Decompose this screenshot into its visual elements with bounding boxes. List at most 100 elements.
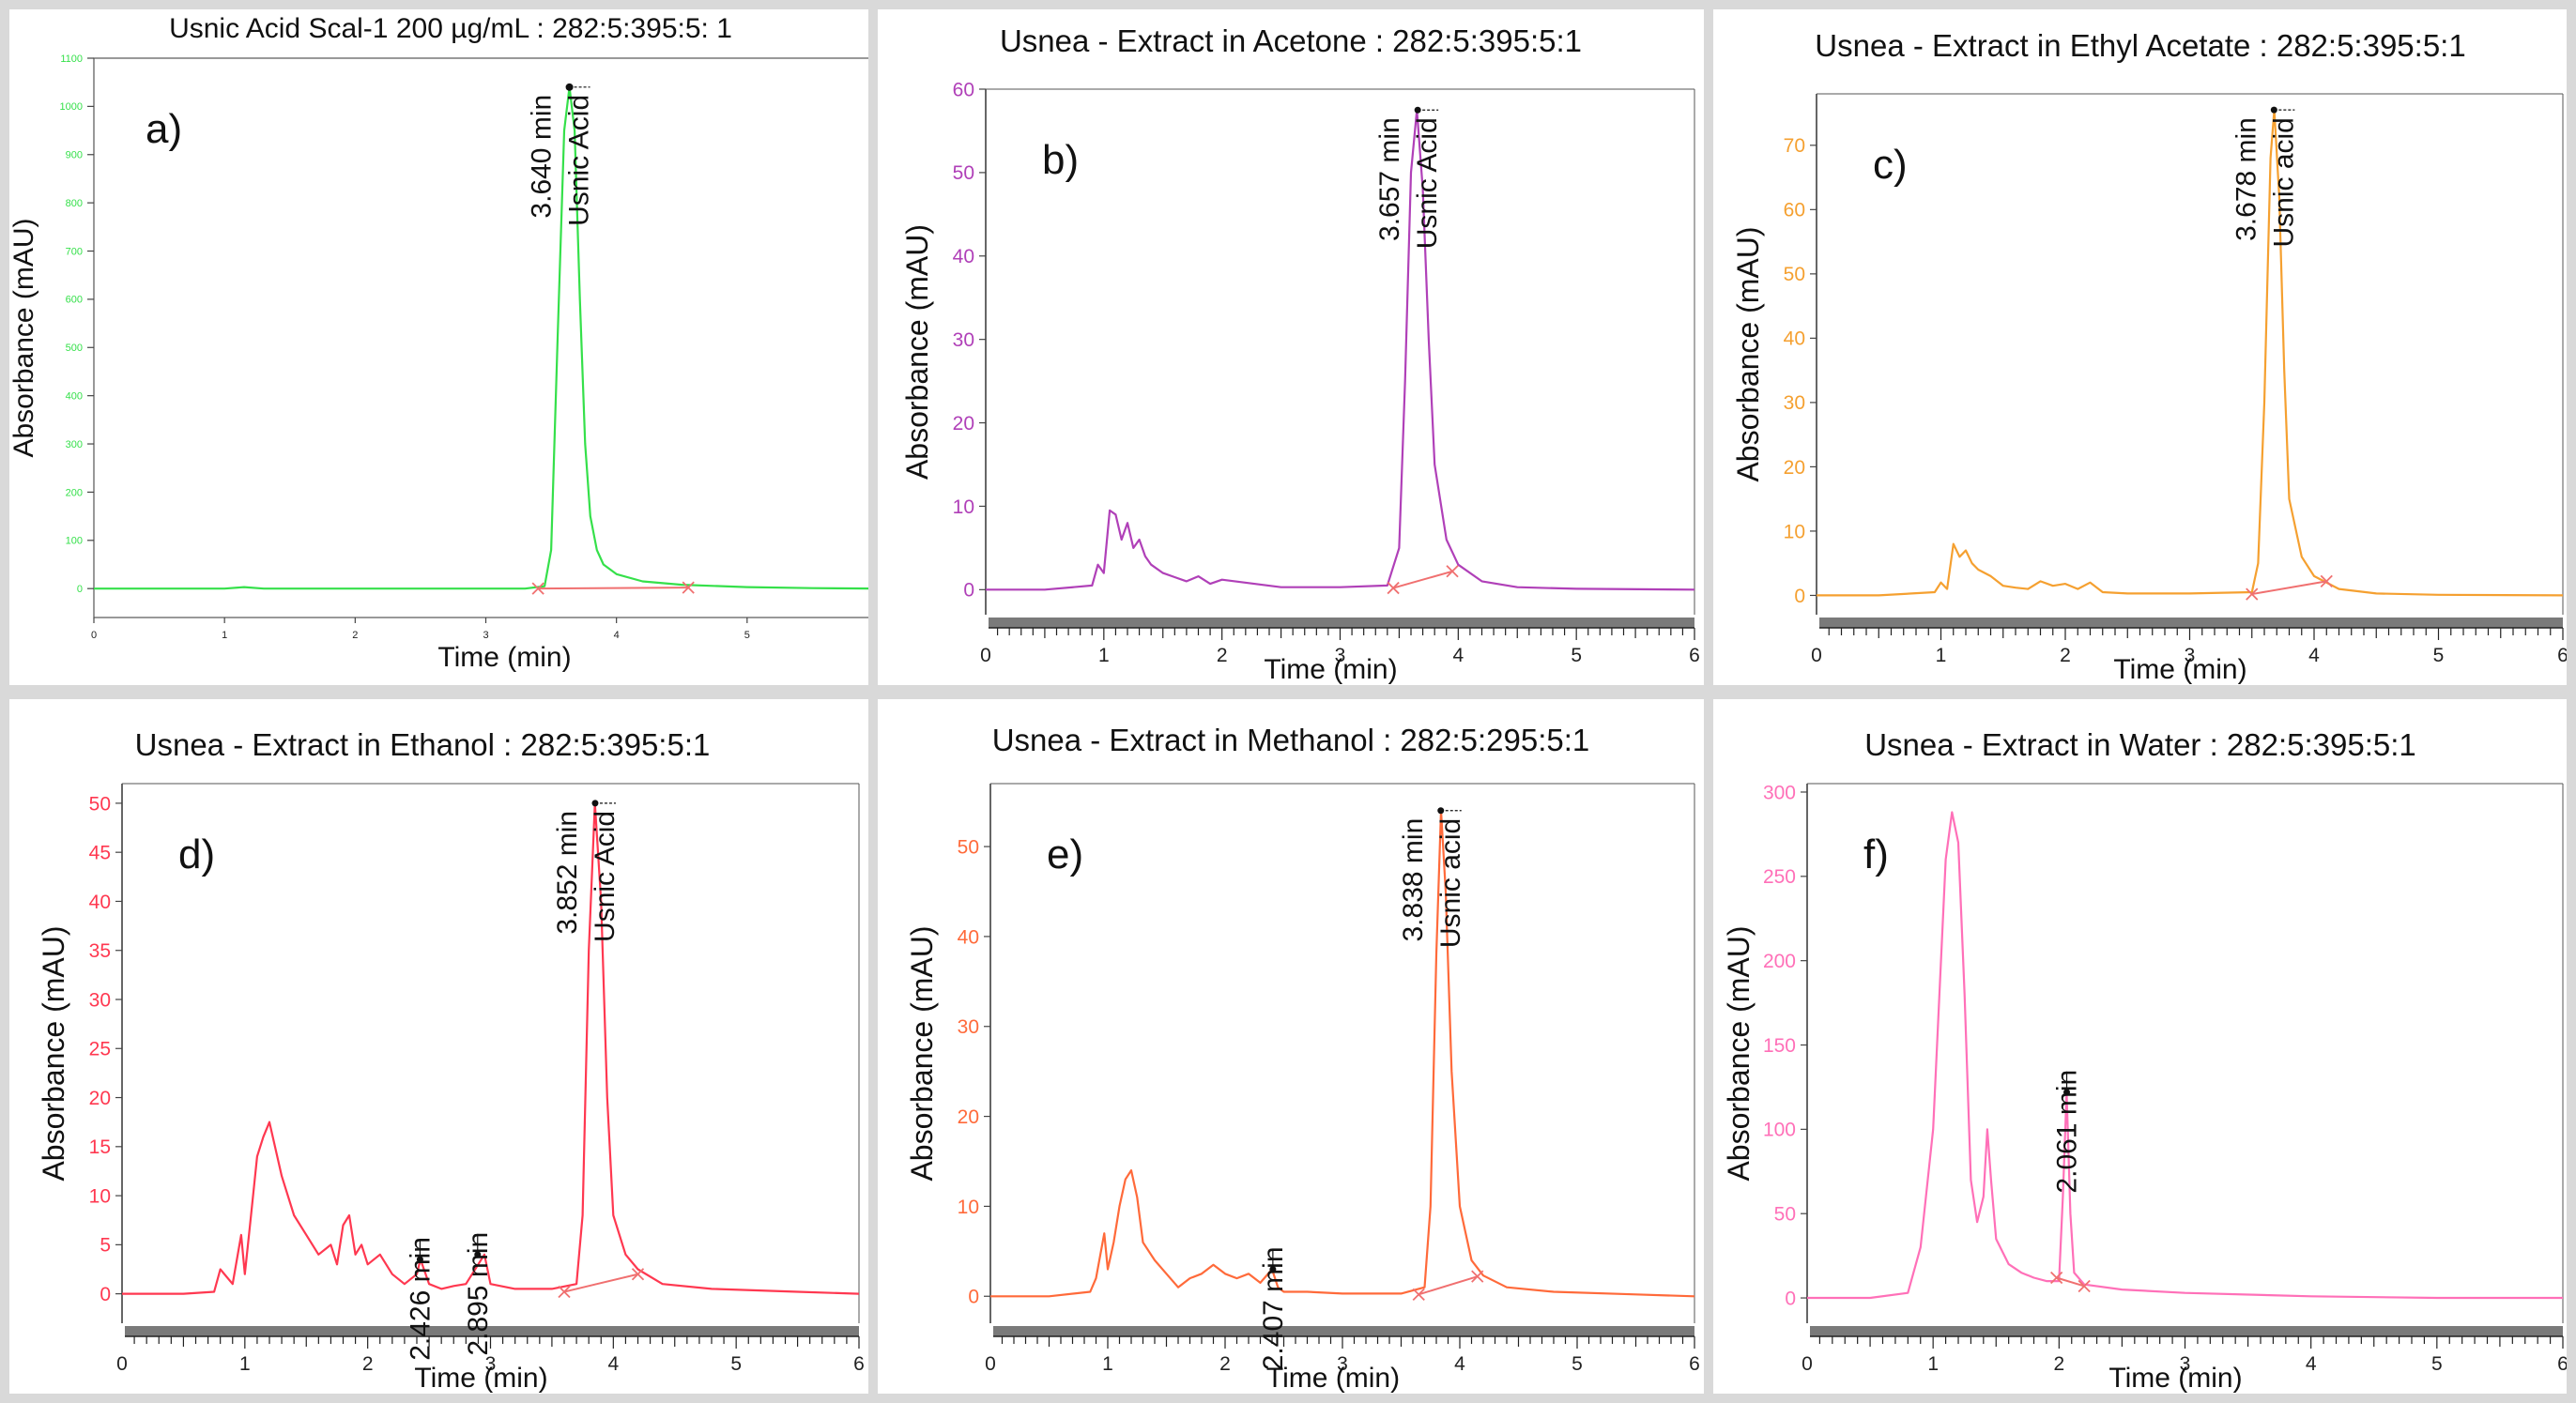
chart-e-integration-marker [1471,1270,1484,1283]
chart-c-x-tick-label: 0 [1811,645,1822,666]
chart-d-integration-baseline [563,1273,638,1293]
chart-e-peak-time-label: 3.838 min [1398,818,1429,942]
chart-b-y-label: Absorbance (mAU) [900,224,934,480]
chart-e-x-axis-band [993,1326,1694,1336]
chart-b-y-tick-label: 20 [953,413,974,435]
chart-c-x-tick-label: 2 [2060,645,2071,666]
chart-b-peak-name-label: Usnic Acid [1412,117,1443,249]
chart-c-y-tick-label: 10 [1784,521,1805,542]
chart-b-y-tick-label: 0 [963,580,974,602]
panel-a: Usnic Acid Scal-1 200 µg/mL : 282:5:395:… [9,9,868,685]
panel-c: Usnea - Extract in Ethyl Acetate : 282:5… [1713,9,2567,685]
chart-a-y-tick-label: 900 [66,150,83,161]
chart-d-x-tick-label: 3 [485,1353,497,1375]
chart-d-series-line [122,801,860,1295]
chart-d-peak-time-label: 2.426 min [405,1237,436,1361]
chart-f-integration-marker [2078,1279,2091,1293]
chart-a-x-tick-label: 3 [483,630,488,641]
chart-c-x-tick-label: 5 [2433,645,2445,666]
chart-a-series-line [94,85,868,590]
chart-d-x-tick-label: 0 [116,1353,128,1375]
chart-f-x-tick-label: 3 [2180,1353,2191,1375]
chart-d-integration-marker [558,1285,571,1299]
chart-a-y-tick-label: 700 [66,246,83,257]
chart-b-x-tick-label: 6 [1689,645,1700,666]
chart-d-x-axis-band [125,1326,859,1336]
chart-c-integration-baseline [2251,580,2327,596]
chart-e-x-tick-label: 6 [1689,1353,1700,1375]
chart-c-x-label: Time (min) [2113,654,2246,685]
chart-b-title: Usnea - Extract in Acetone : 282:5:395:5… [1000,23,1582,58]
chart-d-y-tick-label: 15 [89,1136,111,1158]
chart-a-y-tick-label: 100 [66,536,83,547]
chart-e-x-tick-label: 2 [1219,1353,1231,1375]
chart-b-x-tick-label: 1 [1098,645,1110,666]
chart-c-peak-name-label: Usnic acid [2268,117,2299,247]
chart-b-y-tick-label: 40 [953,246,974,267]
chart-d-y-tick-label: 25 [89,1039,111,1060]
chart-a-y-tick-label: 1000 [60,101,83,113]
chart-e-y-label: Absorbance (mAU) [905,925,939,1181]
chart-b-y-tick-label: 10 [953,496,974,518]
chart-f-svg: Usnea - Extract in Water : 282:5:395:5:1… [1722,727,2567,1394]
chart-d-peak-name-label: Usnic Acid [590,811,621,942]
chart-c-x-tick-label: 4 [2308,645,2320,666]
chart-d-y-tick-label: 45 [89,843,111,864]
chart-a-y-tick-label: 500 [66,343,83,354]
chart-c-y-tick-label: 20 [1784,457,1805,479]
chart-f-integration-baseline [2056,1276,2085,1288]
chart-c-x-axis-band [1819,618,2563,628]
chart-a-y-tick-label: 0 [77,584,83,595]
chart-e-x-tick-label: 4 [1454,1353,1465,1375]
chart-d-x-label: Time (min) [414,1363,547,1394]
chart-c-series-line [1817,109,2564,597]
chart-b-y-tick-label: 60 [953,79,974,100]
chart-c-panel-label: c) [1873,142,1908,188]
chart-f-x-tick-label: 4 [2306,1353,2317,1375]
chart-a-x-tick-label: 0 [91,630,97,641]
chart-a-integration-baseline [538,587,689,590]
chart-f-y-tick-label: 150 [1763,1035,1796,1057]
chart-c-y-tick-label: 0 [1794,586,1805,607]
chart-b-series-line [986,109,1695,591]
chart-f-x-axis-band [1810,1326,2563,1336]
chart-c-peak-time-label: 3.678 min [2231,117,2262,241]
chart-c-title: Usnea - Extract in Ethyl Acetate : 282:5… [1815,28,2465,63]
chart-e-y-tick-label: 10 [958,1197,979,1218]
chart-c-peak-apex [2270,106,2277,114]
chart-d-x-tick-label: 6 [853,1353,865,1375]
chart-a-y-tick-label: 600 [66,295,83,306]
chart-f-x-tick-label: 0 [1802,1353,1813,1375]
chart-a-y-tick-label: 1100 [60,53,83,65]
chart-f-series-line [1807,811,2563,1300]
chart-d-y-tick-label: 50 [89,793,111,815]
chart-e-x-tick-label: 3 [1337,1353,1348,1375]
chart-a-x-tick-label: 2 [352,630,358,641]
chart-f-integration-marker [2050,1271,2063,1285]
chart-d-y-tick-label: 0 [100,1284,111,1305]
chart-f-x-tick-label: 5 [2431,1353,2443,1375]
chart-f-title: Usnea - Extract in Water : 282:5:395:5:1 [1864,727,2416,762]
chart-b-integration-marker [1387,581,1400,595]
chart-e-y-tick-label: 0 [968,1287,979,1308]
chart-a-plot-frame [93,57,868,618]
chart-e-integration-marker [1412,1288,1425,1301]
chart-e-series-line [990,809,1695,1298]
chart-f-x-tick-label: 6 [2557,1353,2567,1375]
chart-d-y-tick-label: 5 [100,1235,111,1257]
chart-f-y-tick-label: 0 [1785,1288,1796,1309]
chart-a-y-tick-label: 200 [66,487,83,498]
chart-e-x-tick-label: 0 [985,1353,996,1375]
chart-a-title: Usnic Acid Scal-1 200 µg/mL : 282:5:395:… [169,13,732,44]
chart-e-x-label: Time (min) [1266,1363,1400,1394]
chart-b-svg: Usnea - Extract in Acetone : 282:5:395:5… [900,23,1700,685]
chart-a-x-tick-label: 4 [614,630,620,641]
chart-d-peak-time-label: 2.895 min [463,1232,494,1356]
chart-f-y-tick-label: 200 [1763,951,1796,972]
chart-f-y-tick-label: 250 [1763,866,1796,888]
chart-a-y-tick-label: 800 [66,198,83,209]
chart-e-peak-name-label: Usnic acid [1435,818,1466,948]
chart-d-y-tick-label: 10 [89,1185,111,1207]
chart-f-x-tick-label: 2 [2053,1353,2064,1375]
chart-f-x-tick-label: 1 [1927,1353,1939,1375]
